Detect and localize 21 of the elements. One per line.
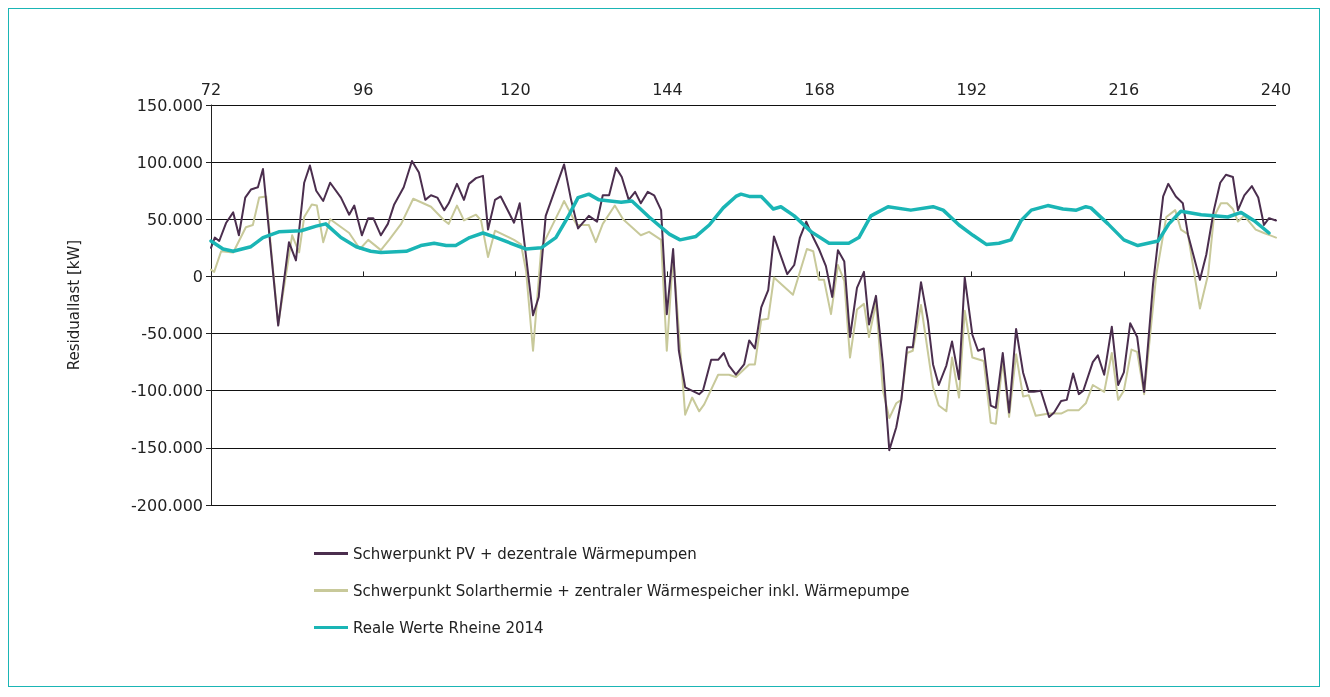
y-tick-label: 0 — [192, 266, 203, 286]
y-tick-label: -100.000 — [131, 381, 203, 401]
y-tick-label: -200.000 — [131, 495, 203, 515]
legend-label: Reale Werte Rheine 2014 — [353, 618, 544, 637]
x-tick-label: 240 — [1260, 79, 1292, 99]
x-tick-label: 216 — [1108, 79, 1140, 99]
y-axis-title: Residuallast [kW] — [64, 239, 83, 371]
legend-label: Schwerpunkt Solarthermie + zentraler Wärmespeicher inkl. Wärmepumpe — [353, 581, 910, 600]
y-tick-label: 150.000 — [136, 95, 203, 115]
y-tick-label: -50.000 — [141, 324, 203, 344]
y-tick-label: -150.000 — [131, 438, 203, 458]
y-tick-label: 100.000 — [136, 152, 203, 172]
x-tick-label: 168 — [804, 79, 835, 99]
legend-label: Schwerpunkt PV + dezentrale Wärmepumpen — [353, 544, 697, 563]
x-tick-label: 144 — [652, 79, 683, 99]
x-tick-label: 96 — [352, 79, 374, 99]
y-tick-label: 50.000 — [147, 209, 203, 229]
x-tick-label: 72 — [200, 79, 222, 99]
line-series — [209, 192, 1271, 255]
x-tick-label: 192 — [956, 79, 987, 99]
x-tick-label: 120 — [500, 79, 531, 99]
